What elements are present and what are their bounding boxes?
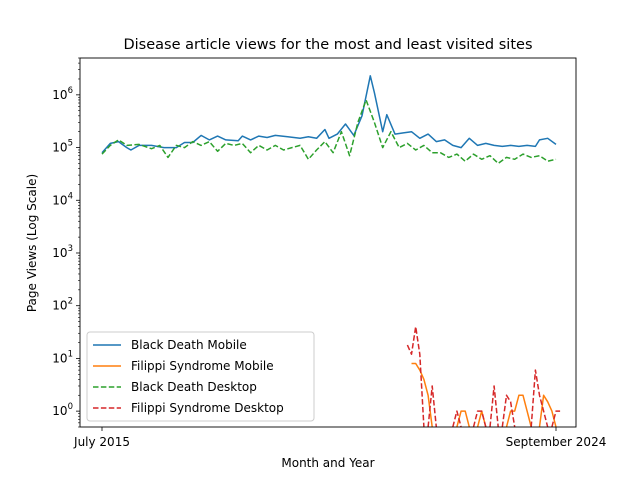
legend-label: Filippi Syndrome Desktop xyxy=(131,401,284,415)
y-tick-base: 10 xyxy=(52,141,67,155)
series-line xyxy=(472,410,487,427)
y-tick-exponent: 3 xyxy=(68,244,73,254)
x-axis-label: Month and Year xyxy=(281,456,374,470)
y-tick-base: 10 xyxy=(52,193,67,207)
legend-box xyxy=(86,331,315,422)
y-tick-exponent: 0 xyxy=(68,402,73,412)
y-tick-base: 10 xyxy=(52,246,67,260)
series-line xyxy=(427,385,438,427)
chart-title: Disease article views for the most and l… xyxy=(123,37,532,53)
series-black-death-desktop xyxy=(101,99,557,165)
legend-label: Black Death Desktop xyxy=(131,380,257,394)
y-tick-label: 102 xyxy=(52,297,73,313)
legend: Black Death Mobile Filippi Syndrome Mobil… xyxy=(86,331,315,422)
y-tick-base: 10 xyxy=(52,351,67,365)
series-line xyxy=(101,75,557,154)
series-line xyxy=(551,410,561,427)
y-tick-exponent: 5 xyxy=(68,139,73,149)
y-tick-exponent: 4 xyxy=(68,191,73,201)
y-tick-exponent: 2 xyxy=(68,297,73,307)
y-tick-label: 103 xyxy=(52,244,73,260)
series-line xyxy=(530,369,549,427)
legend-label: Black Death Mobile xyxy=(131,338,247,352)
y-tick-label: 100 xyxy=(52,402,73,418)
y-axis-label: Page Views (Log Scale) xyxy=(25,174,39,312)
series-line xyxy=(101,99,557,165)
series-line xyxy=(406,325,425,427)
series-line xyxy=(505,394,532,427)
series-line xyxy=(538,394,557,427)
y-tick-label: 104 xyxy=(52,191,73,207)
y-tick-label: 105 xyxy=(52,139,73,155)
y-tick-exponent: 1 xyxy=(68,349,73,359)
legend-label: Filippi Syndrome Mobile xyxy=(131,359,274,373)
series-filippi-syndrome-desktop xyxy=(406,325,561,427)
x-tick-label: July 2015 xyxy=(73,435,130,449)
series-black-death-mobile xyxy=(101,75,557,154)
series-line xyxy=(489,385,499,427)
y-tick-base: 10 xyxy=(52,299,67,313)
x-tick-label: September 2024 xyxy=(506,435,607,449)
series-layer xyxy=(101,75,561,427)
series-line xyxy=(501,394,516,427)
series-line xyxy=(452,410,462,427)
y-tick-base: 10 xyxy=(52,88,67,102)
plot-frame xyxy=(79,57,577,428)
y-tick-base: 10 xyxy=(52,404,67,418)
x-axis: July 2015 September 2024 xyxy=(73,427,606,449)
y-tick-exponent: 6 xyxy=(68,86,73,96)
series-line xyxy=(411,362,433,427)
y-tick-label: 101 xyxy=(52,349,73,365)
y-tick-label: 106 xyxy=(52,86,73,102)
